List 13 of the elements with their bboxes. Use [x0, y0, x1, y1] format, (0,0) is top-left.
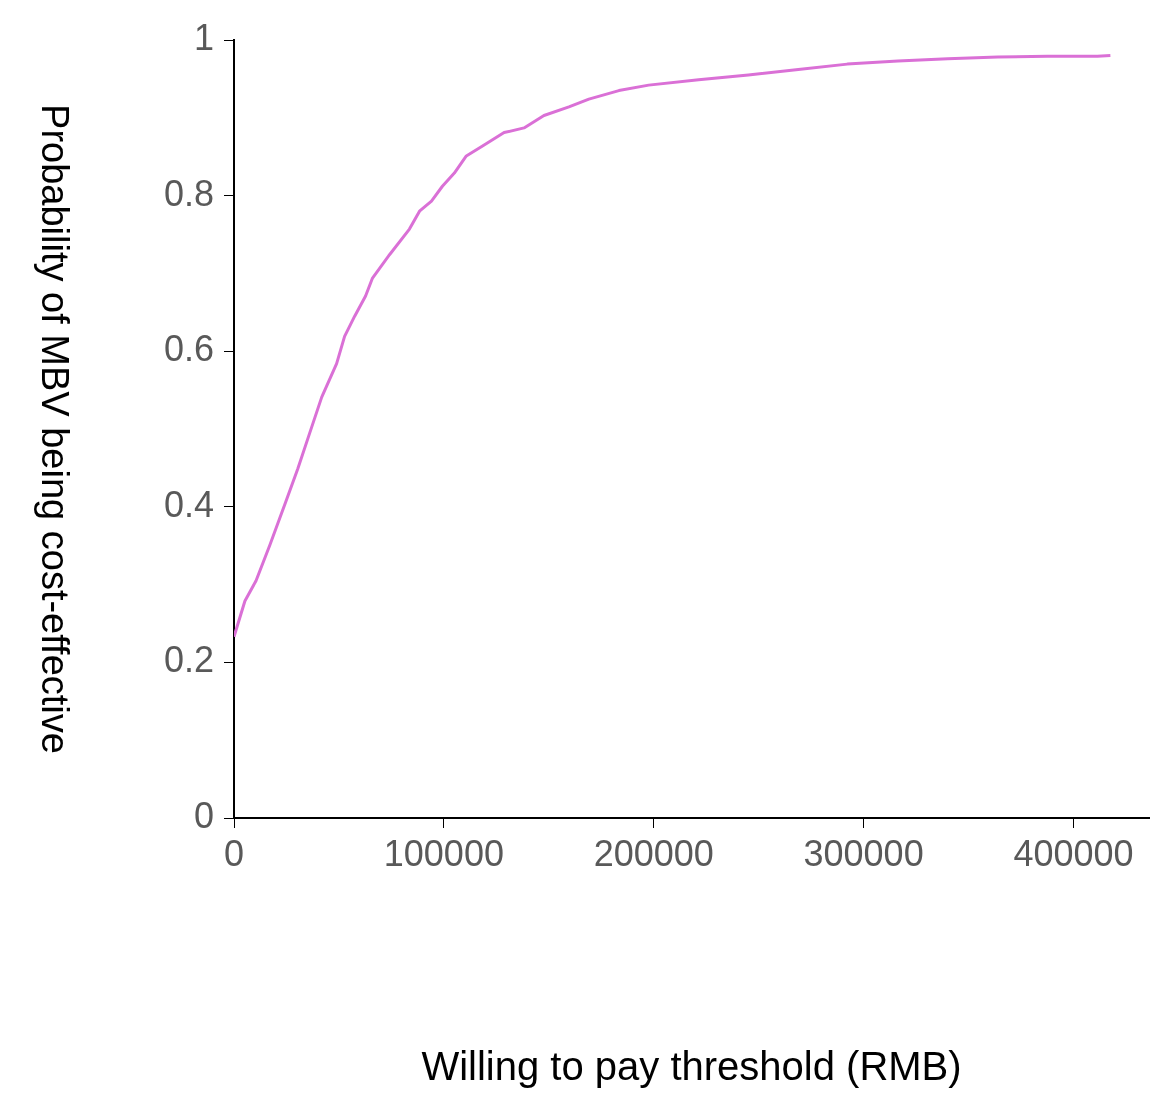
x-tick-label: 300000	[803, 832, 924, 874]
x-tick-label: 100000	[383, 832, 504, 874]
y-tick-label: 1	[193, 16, 214, 58]
x-tick-label: 400000	[1013, 832, 1134, 874]
y-tick-label: 0.8	[163, 172, 214, 214]
x-tick-label: 0	[223, 832, 245, 874]
y-tick-label: 0	[193, 794, 214, 836]
y-tick-label: 0.6	[163, 328, 214, 370]
y-tick-label: 0.4	[163, 483, 214, 525]
x-axis-title: Willing to pay threshold (RMB)	[421, 1044, 962, 1089]
y-tick-label: 0.2	[163, 639, 214, 681]
y-axis-title: Probability of MBV being cost-effective	[33, 104, 76, 754]
x-tick-label: 200000	[593, 832, 714, 874]
